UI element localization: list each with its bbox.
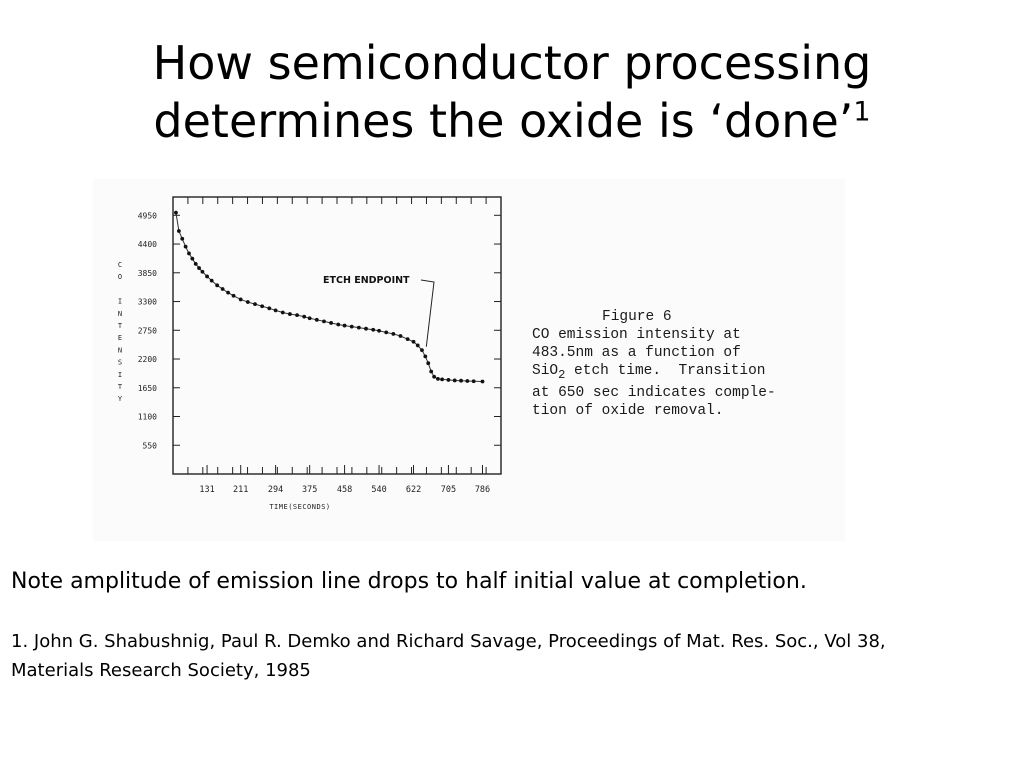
- data-point: [187, 251, 191, 256]
- data-point: [364, 326, 368, 331]
- data-point: [411, 339, 416, 344]
- data-point: [253, 302, 257, 307]
- x-tick-label: 786: [475, 485, 490, 495]
- data-point: [398, 334, 403, 338]
- x-tick-label: 294: [268, 485, 283, 495]
- etch-endpoint-label: ETCH ENDPOINT: [323, 275, 410, 286]
- caption-line-2: 483.5nm as a function of: [532, 345, 741, 361]
- data-point: [200, 269, 205, 274]
- data-point: [436, 376, 440, 381]
- data-point: [452, 378, 457, 383]
- caption-line-4: at 650 sec indicates comple-: [532, 384, 776, 401]
- data-point: [384, 330, 389, 335]
- data-point: [480, 379, 485, 384]
- x-axis-label: TIME(SECONDS): [269, 503, 330, 511]
- data-point: [205, 274, 209, 279]
- data-point: [260, 304, 265, 309]
- data-point: [322, 319, 326, 324]
- data-point: [288, 312, 292, 316]
- reference-line-1: 1. John G. Shabushnig, Paul R. Demko and…: [11, 631, 886, 652]
- data-point: [176, 229, 181, 233]
- x-tick-label: 131: [199, 485, 214, 495]
- data-point: [426, 361, 431, 366]
- caption-sio: SiO: [532, 363, 559, 379]
- data-point: [440, 377, 445, 382]
- title-line-2: determines the oxide is ‘done’: [153, 94, 854, 148]
- caption-sio2-rest: etch time. Transition: [565, 363, 766, 379]
- co-intensity-chart: 131 211 294 375 458 540 622 705 786 550 1100 1650 22…: [118, 196, 502, 511]
- data-point: [471, 379, 476, 384]
- data-point: [465, 379, 470, 383]
- x-tick-label: 705: [441, 485, 456, 495]
- data-point: [420, 348, 424, 353]
- figure-caption: Figure 6 CO emission intensity at 483.5n…: [532, 308, 832, 420]
- figure-scan: 131 211 294 375 458 540 622 705 786 550 1100 1650 22…: [93, 179, 845, 541]
- data-point: [314, 317, 319, 322]
- caption-line-1: CO emission intensity at: [532, 327, 741, 343]
- x-tick-label: 622: [406, 485, 421, 495]
- data-point: [371, 327, 376, 332]
- caption-title: Figure 6: [602, 309, 672, 325]
- data-point: [209, 278, 214, 283]
- annotation-pointer: [420, 279, 435, 347]
- data-point: [459, 378, 463, 383]
- data-point: [174, 210, 178, 215]
- reference-line-2: Materials Research Society, 1985: [11, 660, 311, 681]
- slide-title: How semiconductor processing determines …: [0, 34, 1024, 150]
- y-tick-label: 4400: [138, 240, 157, 249]
- y-tick-label: 1100: [138, 413, 157, 422]
- x-tick-label: 375: [302, 485, 317, 495]
- data-point: [329, 321, 334, 325]
- data-point: [405, 337, 410, 342]
- data-point: [226, 290, 230, 295]
- data-point: [267, 306, 272, 311]
- data-point: [349, 324, 354, 329]
- caption-line-3: SiO2 etch time. Transition: [532, 362, 832, 384]
- title-line-1: How semiconductor processing: [152, 36, 872, 90]
- data-point: [446, 378, 451, 382]
- data-point: [307, 316, 312, 321]
- y-tick-label: 550: [143, 441, 158, 450]
- y-tick-label: 4950: [138, 211, 157, 220]
- data-point: [391, 332, 396, 336]
- plot-frame: [172, 196, 502, 475]
- data-point: [302, 314, 307, 319]
- y-tick-label: 2200: [138, 355, 157, 364]
- data-point: [280, 310, 285, 315]
- data-point: [183, 244, 188, 249]
- data-point: [377, 328, 381, 333]
- series-line: [175, 212, 483, 382]
- data-point: [432, 374, 437, 379]
- data-point: [245, 300, 250, 304]
- data-point: [423, 354, 428, 359]
- y-tick-label: 2750: [138, 326, 157, 335]
- caption-line-5: tion of oxide removal.: [532, 402, 724, 419]
- data-point: [415, 343, 420, 348]
- data-point: [190, 256, 195, 261]
- x-tick-label: 540: [371, 485, 386, 495]
- title-footnote-marker: 1: [853, 96, 871, 128]
- note-text: Note amplitude of emission line drops to…: [11, 569, 807, 594]
- y-tick-label: 3300: [138, 298, 157, 307]
- data-point: [231, 293, 236, 298]
- data-point: [215, 283, 220, 288]
- reference-citation: 1. John G. Shabushnig, Paul R. Demko and…: [11, 627, 1016, 685]
- caption-sio2-subscript: 2: [558, 367, 566, 382]
- data-point: [429, 369, 434, 374]
- x-tick-label: 211: [233, 485, 248, 495]
- x-tick-label: 458: [337, 485, 352, 495]
- data-point: [342, 323, 347, 328]
- data-point: [336, 322, 341, 327]
- data-point: [238, 297, 243, 302]
- data-point: [295, 313, 299, 318]
- data-point: [193, 261, 198, 266]
- data-point: [356, 325, 361, 330]
- y-tick-label: 3850: [138, 269, 157, 278]
- y-tick-label: 1650: [138, 384, 157, 393]
- data-point: [180, 236, 185, 241]
- data-point: [197, 266, 201, 270]
- data-point: [273, 308, 278, 313]
- data-point: [220, 287, 225, 291]
